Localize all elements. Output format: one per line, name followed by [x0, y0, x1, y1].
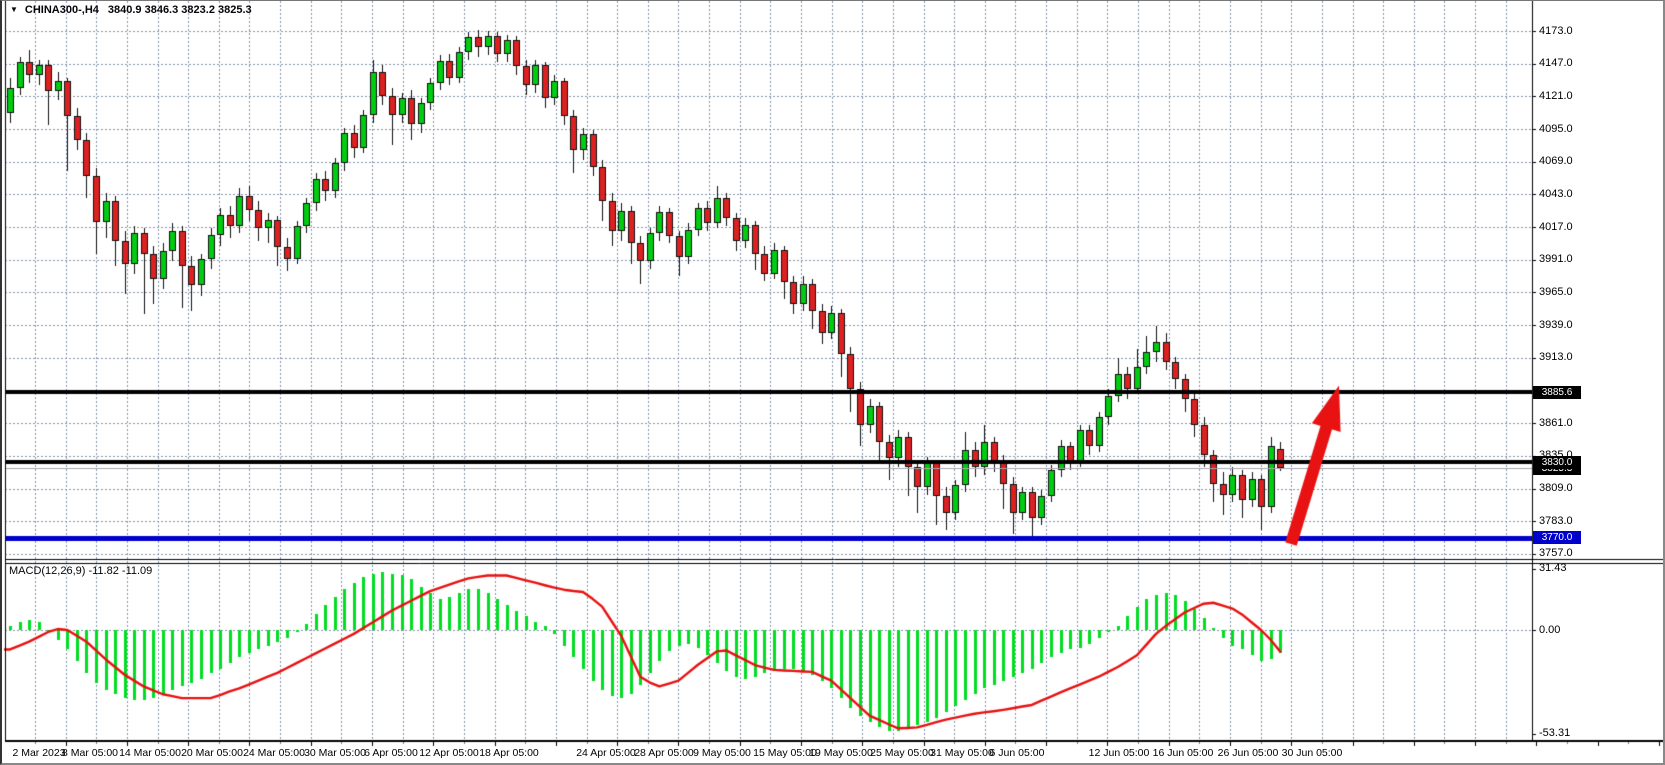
- price-tick-label: 4147.0: [1539, 57, 1573, 70]
- price-tick-label: 4095.0: [1539, 122, 1573, 135]
- price-tick-label: 3809.0: [1539, 482, 1573, 495]
- price-tick-label: 3861.0: [1539, 416, 1573, 429]
- time-tick-label: 8 Mar 05:00: [61, 747, 119, 759]
- price-tick-label: 3783.0: [1539, 514, 1573, 527]
- price-tick-label: 4017.0: [1539, 220, 1573, 233]
- time-tick-label: 12 Apr 05:00: [419, 747, 479, 759]
- macd-tick-label: 0.00: [1539, 623, 1561, 636]
- time-tick-label: 25 May 05:00: [870, 747, 934, 759]
- symbol-marker-icon[interactable]: ▼: [10, 5, 18, 14]
- macd-tick-label: 31.43: [1539, 562, 1567, 575]
- chart-title: ▼ CHINA300-,H4 3840.9 3846.3 3823.2 3825.3: [10, 4, 252, 16]
- time-tick-label: 20 Mar 05:00: [181, 747, 243, 759]
- symbol-timeframe-label: CHINA300-,H4: [24, 4, 99, 16]
- time-tick-label: 16 Jun 05:00: [1152, 747, 1214, 759]
- time-tick-label: 2 Mar 2023: [12, 747, 66, 759]
- macd-tick-label: -53.31: [1539, 727, 1571, 740]
- price-tick-label: 3991.0: [1539, 253, 1573, 266]
- time-tick-label: 18 Apr 05:00: [479, 747, 539, 759]
- time-tick-label: 24 Mar 05:00: [243, 747, 305, 759]
- time-tick-label: 28 Apr 05:00: [634, 747, 694, 759]
- time-tick-label: 19 May 05:00: [809, 747, 873, 759]
- time-tick-label: 12 Jun 05:00: [1088, 747, 1150, 759]
- time-tick-label: 14 Mar 05:00: [119, 747, 181, 759]
- time-tick-label: 30 Jun 05:00: [1281, 747, 1343, 759]
- price-level-tag: 3830.0: [1533, 455, 1581, 469]
- price-tick-label: 3965.0: [1539, 285, 1573, 298]
- price-tick-label: 4173.0: [1539, 24, 1573, 37]
- time-tick-label: 31 May 05:00: [930, 747, 994, 759]
- price-tick-label: 4069.0: [1539, 155, 1573, 168]
- price-tick-label: 3757.0: [1539, 547, 1573, 560]
- macd-indicator-label: MACD(12,26,9) -11.82 -11.09: [9, 565, 153, 577]
- price-tick-label: 3939.0: [1539, 318, 1573, 331]
- price-tick-label: 3913.0: [1539, 351, 1573, 364]
- time-tick-label: 9 May 05:00: [693, 747, 751, 759]
- time-tick-label: 30 Mar 05:00: [304, 747, 366, 759]
- price-level-tag: 3885.6: [1533, 385, 1581, 399]
- ohlc-values-label: 3840.9 3846.3 3823.2 3825.3: [107, 4, 252, 16]
- price-tick-label: 4121.0: [1539, 89, 1573, 102]
- time-tick-label: 6 Jun 05:00: [989, 747, 1045, 759]
- time-tick-label: 26 Jun 05:00: [1217, 747, 1279, 759]
- time-tick-label: 6 Apr 05:00: [364, 747, 418, 759]
- time-tick-label: 15 May 05:00: [753, 747, 817, 759]
- price-level-tag: 3770.0: [1533, 531, 1581, 545]
- price-tick-label: 4043.0: [1539, 187, 1573, 200]
- time-tick-label: 24 Apr 05:00: [576, 747, 636, 759]
